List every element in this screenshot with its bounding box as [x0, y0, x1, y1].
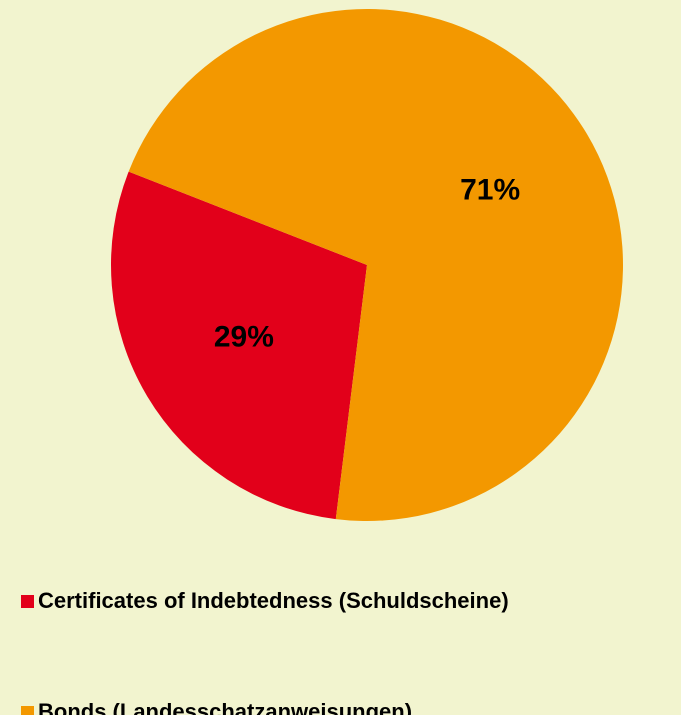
legend-swatch: [21, 595, 34, 608]
pie-slice: [111, 171, 368, 520]
pie-slice: [128, 8, 624, 521]
legend-swatch: [21, 706, 34, 715]
legend-label: Certificates of Indebtedness (Schuldsche…: [38, 588, 509, 613]
legend-label: Bonds (Landesschatzanweisungen): [38, 699, 412, 715]
slice-label: 71%: [460, 174, 520, 207]
slice-label: 29%: [214, 320, 274, 353]
